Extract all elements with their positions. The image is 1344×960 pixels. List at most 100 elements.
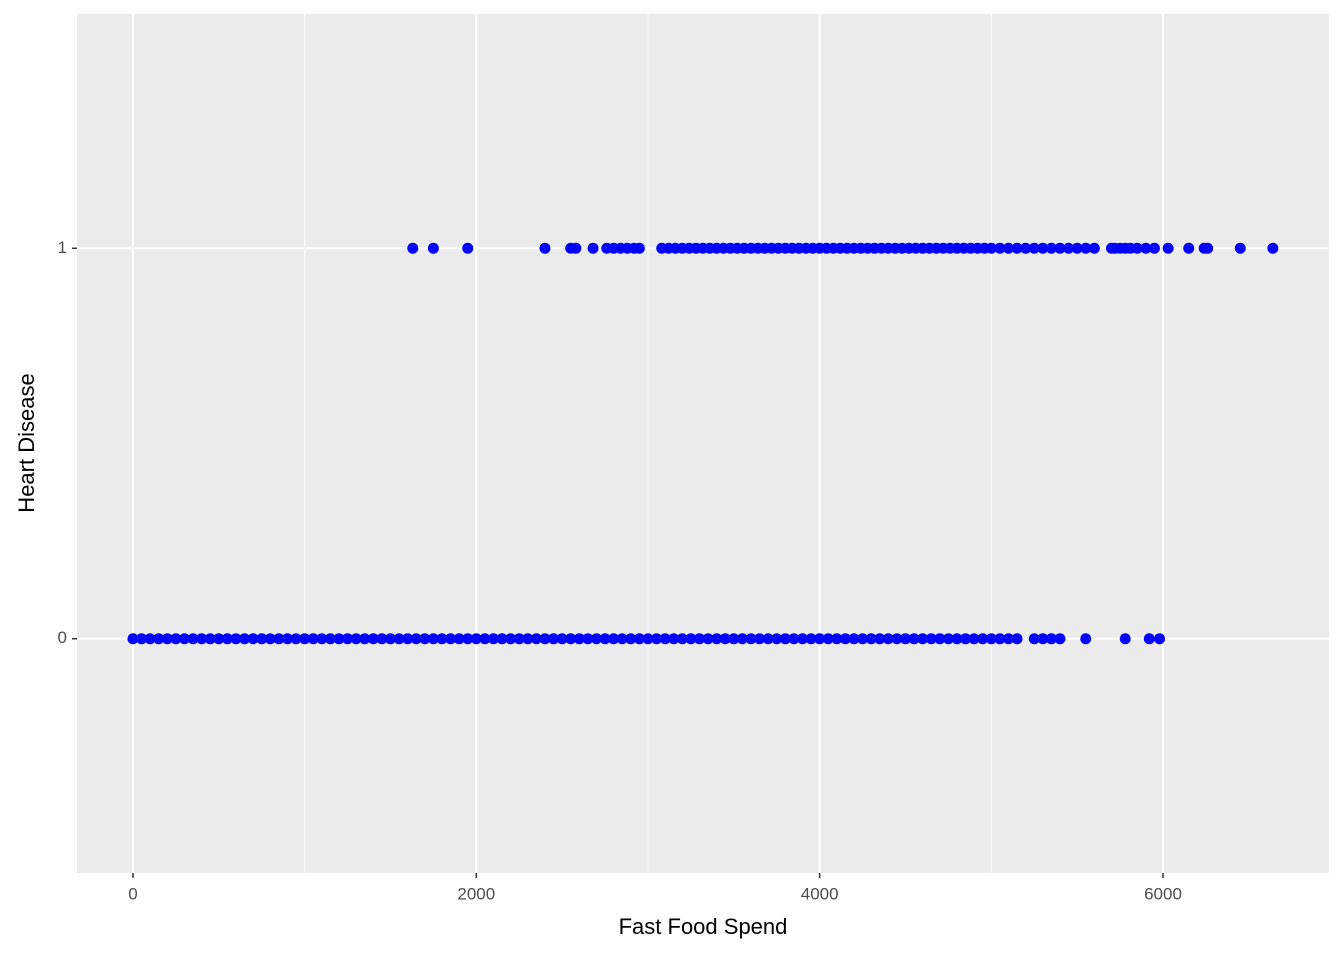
point bbox=[960, 633, 972, 645]
point bbox=[570, 242, 582, 254]
point bbox=[805, 633, 817, 645]
point bbox=[342, 633, 354, 645]
point bbox=[213, 633, 225, 645]
point bbox=[599, 633, 611, 645]
axes: 0 2000 4000 6000 0 1 bbox=[58, 238, 1182, 904]
point bbox=[1119, 633, 1131, 645]
panel bbox=[77, 14, 1329, 873]
point bbox=[925, 633, 937, 645]
point bbox=[530, 633, 542, 645]
point bbox=[247, 633, 259, 645]
point bbox=[882, 633, 894, 645]
points bbox=[127, 242, 1279, 645]
y-tick-label: 0 bbox=[58, 628, 67, 647]
point bbox=[693, 633, 705, 645]
point bbox=[676, 633, 688, 645]
x-tick-label: 4000 bbox=[801, 884, 839, 903]
point bbox=[1045, 633, 1057, 645]
point bbox=[462, 242, 474, 254]
point bbox=[359, 633, 371, 645]
x-tick-label: 2000 bbox=[457, 884, 495, 903]
point bbox=[273, 633, 285, 645]
point bbox=[187, 633, 199, 645]
point bbox=[1037, 242, 1049, 254]
point bbox=[1028, 633, 1040, 645]
point bbox=[745, 633, 757, 645]
point bbox=[419, 633, 431, 645]
point bbox=[1154, 633, 1166, 645]
point bbox=[470, 633, 482, 645]
point bbox=[427, 633, 439, 645]
point bbox=[393, 633, 405, 645]
point bbox=[1080, 633, 1092, 645]
point bbox=[899, 633, 911, 645]
point bbox=[994, 633, 1006, 645]
point bbox=[316, 633, 328, 645]
point bbox=[994, 242, 1006, 254]
point bbox=[539, 242, 551, 254]
point bbox=[985, 242, 997, 254]
point bbox=[170, 633, 182, 645]
point bbox=[616, 633, 628, 645]
point bbox=[814, 633, 826, 645]
point bbox=[702, 633, 714, 645]
point bbox=[462, 633, 474, 645]
point bbox=[659, 633, 671, 645]
point bbox=[625, 633, 637, 645]
point bbox=[1002, 242, 1014, 254]
point bbox=[1028, 242, 1040, 254]
point bbox=[796, 633, 808, 645]
point bbox=[539, 633, 551, 645]
point bbox=[633, 633, 645, 645]
point bbox=[333, 633, 345, 645]
point bbox=[144, 633, 156, 645]
point bbox=[436, 633, 448, 645]
point bbox=[350, 633, 362, 645]
point bbox=[290, 633, 302, 645]
point bbox=[402, 633, 414, 645]
point bbox=[1045, 242, 1057, 254]
y-tick-label: 1 bbox=[58, 238, 67, 257]
point bbox=[685, 633, 697, 645]
point bbox=[367, 633, 379, 645]
point bbox=[762, 633, 774, 645]
point bbox=[453, 633, 465, 645]
point bbox=[522, 633, 534, 645]
point bbox=[513, 633, 525, 645]
point bbox=[204, 633, 216, 645]
point bbox=[153, 633, 165, 645]
point bbox=[230, 633, 242, 645]
point bbox=[582, 633, 594, 645]
point bbox=[788, 633, 800, 645]
point bbox=[427, 242, 439, 254]
point bbox=[221, 633, 233, 645]
point bbox=[548, 633, 560, 645]
point bbox=[376, 633, 388, 645]
point bbox=[951, 633, 963, 645]
point bbox=[281, 633, 293, 645]
point bbox=[1037, 633, 1049, 645]
point bbox=[1140, 242, 1152, 254]
point bbox=[127, 633, 139, 645]
point bbox=[587, 242, 599, 254]
x-tick-label: 0 bbox=[128, 884, 137, 903]
point bbox=[857, 633, 869, 645]
point bbox=[590, 633, 602, 645]
point bbox=[196, 633, 208, 645]
point bbox=[307, 633, 319, 645]
point bbox=[407, 242, 419, 254]
point bbox=[324, 633, 336, 645]
point bbox=[573, 633, 585, 645]
point bbox=[1011, 633, 1023, 645]
point bbox=[1162, 242, 1174, 254]
point bbox=[736, 633, 748, 645]
point bbox=[754, 633, 766, 645]
point bbox=[161, 633, 173, 645]
point bbox=[1002, 633, 1014, 645]
point bbox=[1054, 633, 1066, 645]
point bbox=[256, 633, 268, 645]
point bbox=[668, 633, 680, 645]
point bbox=[479, 633, 491, 645]
x-axis-title: Fast Food Spend bbox=[619, 914, 788, 939]
point bbox=[505, 633, 517, 645]
